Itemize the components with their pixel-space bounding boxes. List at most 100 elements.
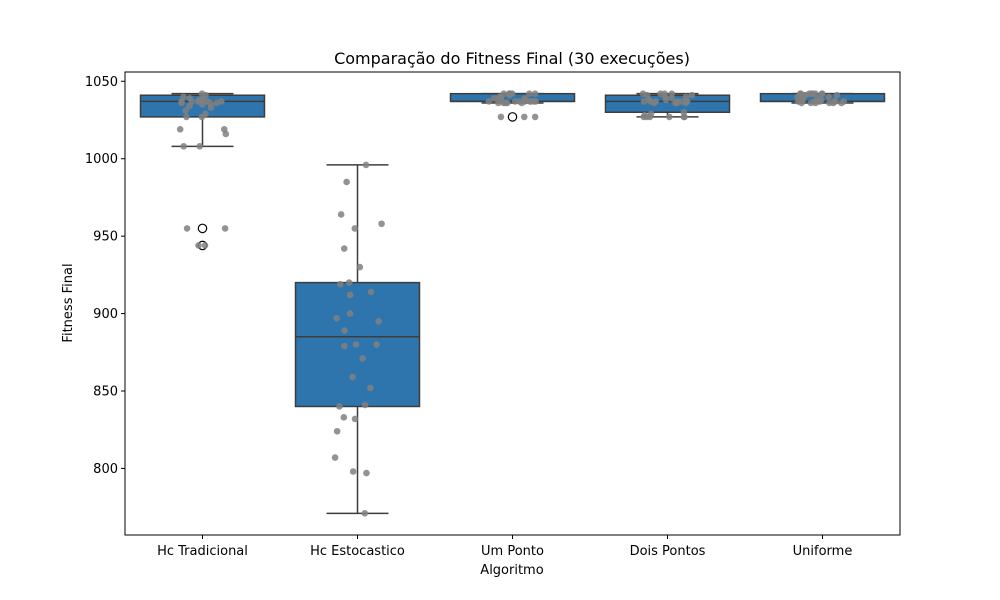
data-point bbox=[336, 403, 343, 410]
data-point bbox=[527, 98, 534, 105]
data-point bbox=[195, 242, 202, 249]
data-point bbox=[351, 225, 359, 232]
data-point bbox=[222, 130, 230, 138]
data-point bbox=[345, 279, 353, 286]
box-group bbox=[449, 90, 576, 122]
data-point bbox=[807, 99, 815, 107]
y-axis-label: Fitness Final bbox=[61, 263, 76, 342]
data-point bbox=[662, 96, 670, 104]
data-point bbox=[373, 341, 380, 348]
data-point bbox=[818, 90, 826, 97]
data-point bbox=[378, 220, 385, 228]
data-point bbox=[485, 98, 493, 105]
plot-frame bbox=[124, 71, 901, 536]
data-point bbox=[337, 280, 344, 288]
data-point bbox=[349, 373, 356, 381]
y-axis: 800 850 900 950 1000 1050 bbox=[85, 75, 125, 477]
data-point bbox=[682, 99, 690, 107]
data-point bbox=[341, 327, 348, 334]
data-point bbox=[340, 414, 348, 421]
data-point bbox=[207, 104, 215, 111]
data-point bbox=[362, 161, 370, 169]
data-point bbox=[838, 99, 845, 107]
data-point bbox=[333, 427, 341, 435]
data-point bbox=[199, 101, 206, 108]
data-point bbox=[196, 143, 204, 150]
data-point bbox=[518, 99, 526, 107]
data-point bbox=[809, 90, 816, 97]
y-tick-label: 1050 bbox=[85, 75, 118, 90]
data-point bbox=[646, 113, 654, 121]
box-group bbox=[759, 90, 886, 107]
data-point bbox=[340, 245, 348, 252]
x-axis: Hc Tradicional Hc Estocastico Um Ponto Dois… bbox=[157, 535, 852, 559]
data-point bbox=[341, 342, 348, 350]
data-point bbox=[359, 355, 366, 362]
data-point bbox=[367, 384, 374, 392]
data-point bbox=[361, 510, 369, 517]
x-tick-label: Hc Estocastico bbox=[310, 544, 405, 559]
data-point bbox=[525, 90, 533, 97]
data-point bbox=[186, 102, 193, 110]
box-group bbox=[604, 90, 731, 121]
outlier-marker bbox=[507, 112, 518, 122]
plot-area bbox=[139, 90, 886, 517]
data-point bbox=[826, 99, 833, 107]
y-tick-label: 850 bbox=[93, 384, 118, 399]
data-point bbox=[351, 415, 359, 423]
data-point bbox=[531, 113, 539, 121]
y-tick-label: 900 bbox=[93, 307, 118, 322]
data-point bbox=[201, 242, 209, 249]
data-point bbox=[349, 468, 357, 475]
data-point bbox=[183, 225, 191, 232]
data-point bbox=[666, 113, 673, 121]
data-point bbox=[367, 288, 375, 296]
outlier-marker bbox=[197, 223, 208, 234]
data-point bbox=[213, 99, 220, 107]
data-point bbox=[490, 95, 498, 102]
x-axis-label: Algoritmo bbox=[480, 563, 543, 578]
data-point bbox=[182, 107, 189, 115]
data-point bbox=[640, 98, 648, 105]
data-point bbox=[833, 91, 841, 99]
data-point bbox=[346, 291, 354, 299]
data-point bbox=[640, 113, 648, 121]
data-point bbox=[688, 91, 696, 99]
box-group bbox=[139, 90, 266, 251]
data-point bbox=[511, 98, 519, 105]
data-point bbox=[672, 99, 679, 107]
x-tick-label: Uniforme bbox=[793, 544, 853, 559]
data-point bbox=[178, 99, 185, 107]
data-point bbox=[180, 143, 187, 150]
data-point bbox=[650, 99, 658, 107]
data-point bbox=[503, 99, 511, 107]
data-point bbox=[812, 99, 819, 107]
chart-title: Comparação do Fitness Final (30 execuçõe… bbox=[334, 49, 690, 68]
x-tick-label: Um Ponto bbox=[481, 544, 544, 559]
data-point bbox=[668, 90, 676, 97]
data-point bbox=[361, 401, 369, 409]
x-tick-label: Hc Tradicional bbox=[157, 544, 248, 559]
x-tick-label: Dois Pontos bbox=[630, 544, 706, 559]
data-point bbox=[825, 93, 832, 101]
y-tick-label: 800 bbox=[93, 462, 118, 477]
data-point bbox=[506, 91, 513, 99]
data-point bbox=[356, 263, 364, 271]
data-point bbox=[343, 178, 350, 186]
data-point bbox=[375, 318, 382, 325]
data-point bbox=[176, 125, 184, 133]
data-point bbox=[681, 113, 688, 121]
y-tick-label: 1000 bbox=[85, 152, 118, 167]
data-point bbox=[346, 310, 354, 317]
data-point bbox=[798, 99, 805, 107]
data-point bbox=[331, 454, 339, 461]
data-point bbox=[337, 211, 345, 218]
data-point bbox=[520, 113, 528, 121]
y-tick-label: 950 bbox=[93, 230, 118, 245]
data-point bbox=[363, 469, 370, 477]
data-point bbox=[497, 113, 505, 121]
box-group bbox=[294, 161, 421, 517]
data-point bbox=[531, 90, 539, 97]
data-point bbox=[198, 113, 206, 121]
